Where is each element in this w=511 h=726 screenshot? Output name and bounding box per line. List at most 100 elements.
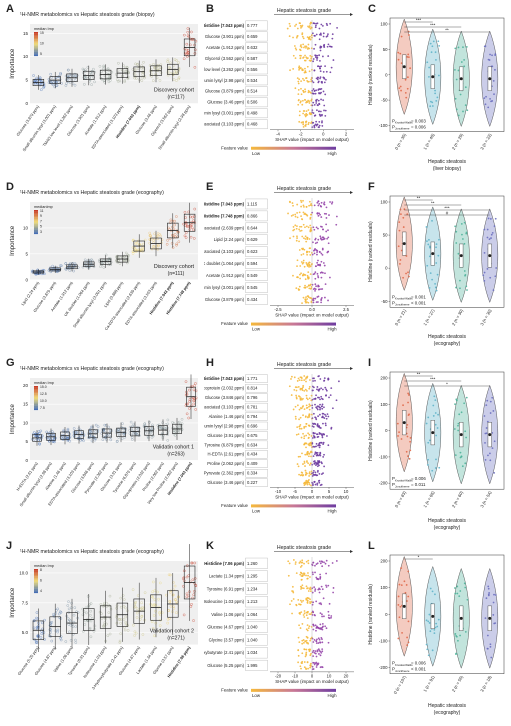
shap-point bbox=[316, 664, 318, 667]
gradient-low-label: Low bbox=[252, 693, 261, 698]
violin-point bbox=[493, 225, 496, 227]
significance-label: *** bbox=[430, 376, 435, 381]
y-tick-label: -200 bbox=[379, 481, 388, 486]
jitter-point bbox=[54, 629, 58, 633]
legend-swatch bbox=[34, 40, 38, 42]
shap-point bbox=[321, 588, 324, 591]
violin-point bbox=[405, 96, 408, 99]
shap-point bbox=[312, 469, 315, 472]
shap-point bbox=[317, 238, 320, 241]
jitter-point bbox=[165, 242, 169, 246]
shap-point bbox=[304, 425, 307, 428]
shap-point bbox=[316, 577, 319, 580]
shap-point bbox=[289, 25, 292, 27]
shap-point bbox=[304, 299, 307, 302]
jitter-point bbox=[102, 266, 106, 269]
shap-point bbox=[310, 26, 313, 29]
plot-background bbox=[30, 378, 198, 461]
shap-point bbox=[307, 432, 310, 435]
violin-point bbox=[486, 420, 489, 423]
jitter-point bbox=[126, 75, 130, 79]
legend-swatch bbox=[34, 571, 38, 573]
shap-value-box bbox=[245, 20, 268, 31]
shap-point bbox=[302, 259, 305, 262]
violin-point bbox=[462, 46, 464, 49]
shap-point bbox=[312, 431, 315, 434]
legend-swatch bbox=[34, 402, 38, 405]
violin-point bbox=[398, 583, 401, 586]
jitter-point bbox=[52, 432, 55, 435]
y-tick-label: 20 bbox=[23, 383, 29, 388]
shap-feature-label: Glucose (3.46 ppm) bbox=[207, 480, 244, 485]
shap-point bbox=[314, 461, 317, 464]
shap-mean-value: 0.334 bbox=[247, 471, 258, 476]
shap-point bbox=[298, 65, 301, 68]
jitter-point bbox=[123, 79, 127, 82]
shap-point bbox=[286, 27, 289, 30]
jitter-point bbox=[81, 265, 85, 269]
legend-swatch bbox=[34, 570, 38, 572]
jitter-point bbox=[93, 628, 97, 631]
violin-point bbox=[460, 222, 463, 225]
shap-point bbox=[319, 408, 321, 411]
box-4 bbox=[98, 590, 113, 644]
legend-swatch bbox=[34, 32, 38, 34]
shap-mean-value: 0.644 bbox=[247, 225, 258, 230]
jitter-point bbox=[166, 71, 170, 74]
shap-mean-value: 1.771 bbox=[247, 376, 258, 381]
shap-point bbox=[295, 239, 298, 242]
shap-point bbox=[317, 642, 320, 644]
legend-title: median Imp bbox=[34, 564, 54, 568]
shap-point bbox=[302, 211, 305, 214]
shap-mean-value: 0.696 bbox=[247, 423, 258, 428]
violin-point bbox=[399, 259, 402, 261]
shap-point bbox=[320, 216, 323, 218]
shap-point bbox=[296, 237, 298, 239]
jitter-point bbox=[83, 83, 86, 86]
jitter-point bbox=[143, 429, 147, 432]
shap-point bbox=[309, 639, 312, 642]
shap-point bbox=[330, 387, 333, 390]
violin-point bbox=[431, 649, 434, 652]
shap-point bbox=[315, 285, 318, 288]
panel-title: ¹H-NMR metabolomics vs Hepatic steatosis… bbox=[20, 190, 164, 196]
shap-feature-label: Small albumin lysyl (3.001 ppm) bbox=[204, 111, 245, 116]
shap-beeswarm-row bbox=[295, 431, 328, 440]
legend-swatch bbox=[34, 51, 38, 53]
violin-point bbox=[460, 411, 463, 414]
violin-point bbox=[466, 109, 469, 112]
violin-point bbox=[404, 92, 407, 94]
violin-group-3 bbox=[481, 567, 499, 669]
violin-point bbox=[428, 439, 431, 442]
shap-point bbox=[311, 668, 314, 671]
x-category-label: EDTA-associated (3.103 ppm) bbox=[90, 104, 124, 150]
violin-point bbox=[482, 274, 485, 277]
shap-point bbox=[317, 444, 319, 447]
shap-point bbox=[318, 481, 321, 484]
violin-point bbox=[435, 622, 438, 625]
shap-point bbox=[309, 662, 312, 665]
shap-point bbox=[318, 653, 320, 655]
shap-point bbox=[318, 27, 321, 30]
box-7 bbox=[148, 230, 164, 257]
shap-beeswarm-row bbox=[287, 571, 328, 581]
legend-swatch bbox=[34, 587, 38, 589]
shap-point bbox=[298, 120, 301, 123]
jitter-point bbox=[39, 429, 43, 433]
shap-point bbox=[295, 36, 298, 39]
shap-point bbox=[318, 103, 321, 106]
violin-point bbox=[427, 416, 430, 419]
shap-point bbox=[302, 432, 304, 435]
shap-mean-value: 0.227 bbox=[247, 480, 258, 485]
shap-feature-label: Glucose (3.846 ppm) bbox=[205, 395, 245, 400]
shap-point bbox=[298, 228, 301, 231]
shap-point bbox=[300, 121, 303, 124]
shap-point bbox=[323, 212, 326, 215]
shap-point bbox=[304, 226, 306, 229]
shap-point bbox=[310, 287, 313, 290]
box-2 bbox=[64, 262, 80, 273]
shap-point bbox=[325, 217, 328, 219]
y-tick-label: 50 bbox=[383, 47, 388, 52]
violin-median bbox=[459, 77, 463, 81]
legend-swatch bbox=[34, 48, 38, 51]
